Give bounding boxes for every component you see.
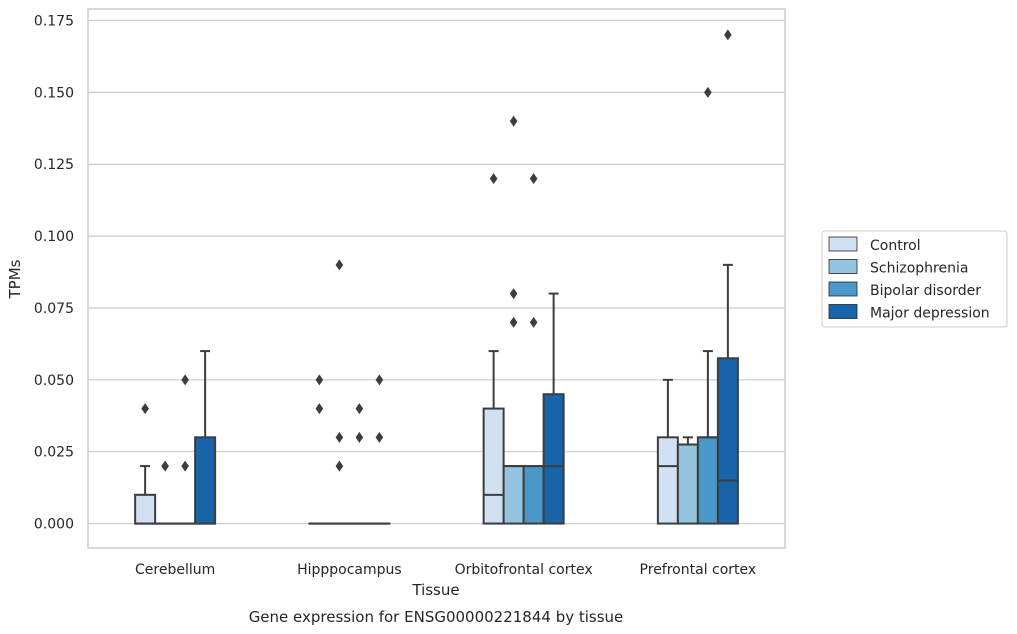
box-control <box>656 378 679 525</box>
box-bipolar-disorder <box>522 173 545 525</box>
outlier-point <box>181 374 189 386</box>
outlier-point <box>509 115 518 127</box>
y-tick-label: 0.025 <box>34 445 74 461</box>
legend-label: Schizophrenia <box>870 261 968 277</box>
legend-swatch <box>828 259 858 274</box>
box-layer <box>134 29 739 525</box>
outlier-point <box>335 259 344 271</box>
box-body <box>502 465 525 525</box>
x-axis-label: Tissue <box>411 581 459 599</box>
box-body <box>716 357 739 525</box>
legend-swatch <box>828 236 858 252</box>
outlier-point <box>724 29 732 41</box>
x-tick-labels: Cerebellum Hipppocampus Orbitofrontal cort… <box>135 562 756 578</box>
y-tick-labels: 0.000 0.025 0.050 0.075 0.100 0.125 0.150 0.175 <box>34 13 74 532</box>
box-bipolar-disorder <box>696 86 719 525</box>
box-body <box>676 443 699 525</box>
y-tick-label: 0.075 <box>34 301 74 317</box>
legend-frame <box>821 230 1008 328</box>
box-body <box>522 465 545 525</box>
outlier-point <box>355 403 364 415</box>
outlier-point <box>181 460 189 472</box>
legend-swatch <box>828 281 858 297</box>
outlier-point <box>315 374 324 386</box>
box-body <box>134 493 157 525</box>
outlier-point <box>355 431 364 443</box>
box-body <box>542 393 565 525</box>
outlier-point <box>509 316 518 328</box>
outlier-point <box>509 288 518 300</box>
x-tick-label: Cerebellum <box>135 562 215 578</box>
y-tick-label: 0.100 <box>34 229 74 245</box>
outlier-point <box>375 431 384 443</box>
outlier-point <box>335 431 344 443</box>
outlier-point <box>489 173 498 185</box>
outlier-point <box>315 403 324 415</box>
y-tick-label: 0.150 <box>34 85 74 101</box>
x-tick-label: Orbitofrontal cortex <box>455 562 593 578</box>
box-schizophrenia <box>328 259 351 525</box>
box-schizophrenia <box>154 460 177 525</box>
outlier-point <box>375 374 384 386</box>
box-bipolar-disorder <box>348 403 371 525</box>
box-bipolar-disorder <box>174 374 197 525</box>
y-tick-label: 0.000 <box>34 517 74 533</box>
outlier-point <box>704 86 712 98</box>
y-tick-label: 0.125 <box>34 157 74 173</box>
box-body <box>194 436 217 525</box>
box-control <box>134 403 157 525</box>
legend-swatch <box>828 304 858 319</box>
outlier-point <box>161 460 169 472</box>
y-tick-label: 0.175 <box>34 13 74 29</box>
x-tick-label: Hipppocampus <box>297 562 402 578</box>
x-tick-label: Prefrontal cortex <box>640 562 757 578</box>
y-axis-label: TPMs <box>6 259 24 299</box>
box-body <box>696 436 719 525</box>
chart-caption: Gene expression for ENSG00000221844 by t… <box>249 608 624 626</box>
legend-label: Control <box>870 238 921 254</box>
box-body <box>482 407 505 525</box>
box-major-depression <box>542 292 565 525</box>
outlier-point <box>529 316 538 328</box>
legend-label: Major depression <box>870 306 990 322</box>
box-major-depression <box>716 29 739 525</box>
outlier-point <box>335 460 344 472</box>
y-tick-label: 0.050 <box>34 373 74 389</box>
plot-frame <box>87 8 786 549</box>
legend: Control Schizophrenia Bipolar disorder Majo… <box>821 230 1008 328</box>
box-major-depression <box>368 374 391 525</box>
outlier-point <box>141 403 149 415</box>
box-control <box>308 374 331 525</box>
box-schizophrenia <box>502 115 525 525</box>
legend-label: Bipolar disorder <box>870 283 981 299</box>
box-schizophrenia <box>676 436 699 525</box>
box-body <box>656 436 679 525</box>
box-control <box>482 173 505 525</box>
box-major-depression <box>194 350 217 525</box>
outlier-point <box>529 173 538 185</box>
